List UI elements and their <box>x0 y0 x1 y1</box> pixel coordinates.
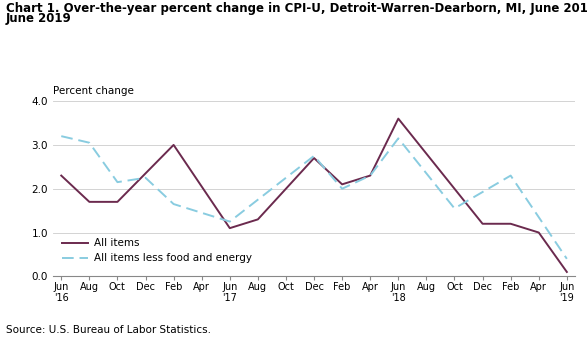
Text: Percent change: Percent change <box>53 86 134 96</box>
Text: Source: U.S. Bureau of Labor Statistics.: Source: U.S. Bureau of Labor Statistics. <box>6 325 211 335</box>
Text: June 2019: June 2019 <box>6 12 72 25</box>
Text: Chart 1. Over-the-year percent change in CPI-U, Detroit-Warren-Dearborn, MI, Jun: Chart 1. Over-the-year percent change in… <box>6 2 587 15</box>
Legend: All items, All items less food and energy: All items, All items less food and energ… <box>58 234 257 268</box>
